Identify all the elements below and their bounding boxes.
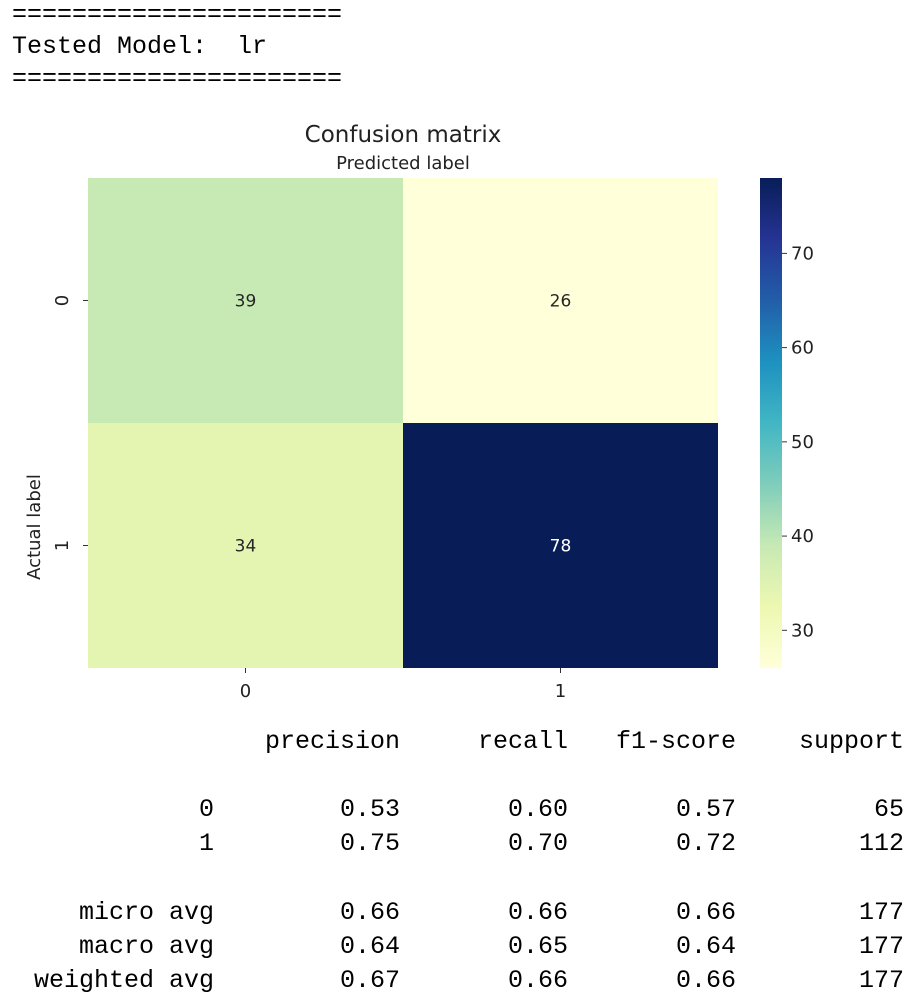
report-row: weighted avg 0.67 0.66 0.66 177	[0, 964, 914, 998]
report-avg-label: macro avg	[78, 932, 214, 961]
cell-value-label: 26	[550, 292, 572, 312]
colorbar-tick-label: 30	[791, 620, 814, 641]
cell-value-label: 78	[550, 537, 572, 557]
confusion-matrix-chart: Confusion matrix Predicted label Actual …	[24, 122, 814, 702]
report-f1-score: 0.72	[675, 829, 736, 858]
cell-value-label: 39	[235, 292, 257, 312]
separator-bottom: ======================	[12, 64, 343, 93]
report-f1-score: 0.66	[675, 898, 736, 927]
report-avg-label: micro avg	[78, 898, 214, 927]
heatmap-cell	[88, 423, 403, 668]
colorbar	[760, 178, 782, 668]
cell-value-label: 34	[235, 537, 257, 557]
chart-title: Confusion matrix	[305, 122, 502, 148]
separator-top: ======================	[12, 0, 343, 29]
x-axis-label: Predicted label	[336, 153, 470, 174]
report-header-f1-score: f1-score	[615, 727, 736, 756]
report-recall: 0.65	[507, 932, 568, 961]
x-tick-label: 0	[240, 681, 251, 702]
report-header-support: support	[798, 727, 904, 756]
heatmap-cell	[403, 423, 718, 668]
report-row: 0 0.53 0.60 0.57 65	[0, 793, 914, 827]
colorbar-tick-label: 50	[791, 432, 814, 453]
report-header-row: precision recall f1-score support	[0, 725, 914, 759]
report-avg-label: weighted avg	[33, 966, 214, 995]
colorbar-tick-label: 70	[791, 243, 814, 264]
report-support: 65	[873, 795, 904, 824]
report-header-precision: precision	[264, 727, 400, 756]
colorbar-tick-label: 40	[791, 526, 814, 547]
y-axis-label: Actual label	[24, 474, 45, 580]
report-precision: 0.66	[339, 898, 400, 927]
heatmap-cell	[88, 178, 403, 423]
report-recall: 0.66	[507, 966, 568, 995]
report-class-label: 1	[198, 829, 214, 858]
report-row: macro avg 0.64 0.65 0.64 177	[0, 930, 914, 964]
report-support: 177	[858, 966, 904, 995]
report-f1-score: 0.57	[675, 795, 736, 824]
report-precision: 0.75	[339, 829, 400, 858]
report-precision: 0.53	[339, 795, 400, 824]
report-precision: 0.64	[339, 932, 400, 961]
report-f1-score: 0.64	[675, 932, 736, 961]
x-tick-label: 1	[555, 681, 566, 702]
report-support: 177	[858, 932, 904, 961]
y-tick-label: 1	[52, 540, 73, 551]
heatmap-cell	[403, 178, 718, 423]
report-row: 1 0.75 0.70 0.72 112	[0, 827, 914, 861]
report-support: 112	[858, 829, 904, 858]
report-support: 177	[858, 898, 904, 927]
report-recall: 0.70	[507, 829, 568, 858]
report-row: micro avg 0.66 0.66 0.66 177	[0, 896, 914, 930]
y-tick-label: 0	[52, 295, 73, 306]
model-line: Tested Model: lr	[12, 32, 268, 61]
colorbar-tick-label: 60	[791, 338, 814, 359]
report-precision: 0.67	[339, 966, 400, 995]
report-class-label: 0	[198, 795, 214, 824]
report-f1-score: 0.66	[675, 966, 736, 995]
report-recall: 0.66	[507, 898, 568, 927]
report-recall: 0.60	[507, 795, 568, 824]
report-header-recall: recall	[477, 727, 568, 756]
